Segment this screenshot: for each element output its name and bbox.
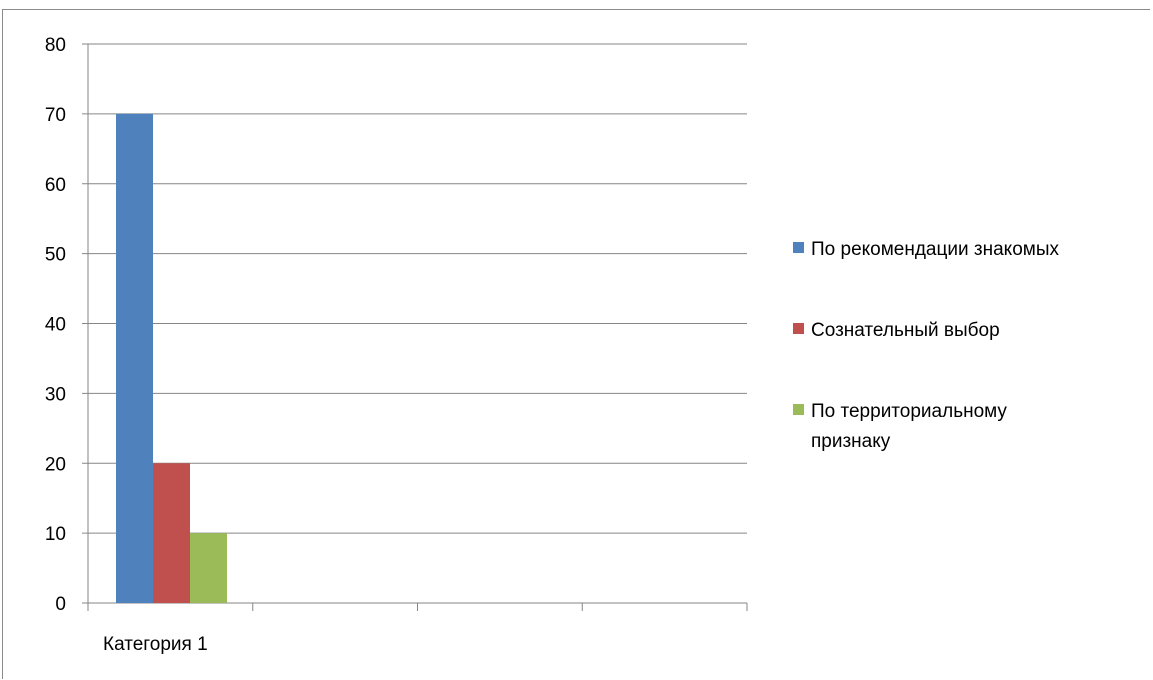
x-tick-label: Категория 1 xyxy=(103,634,208,655)
y-tick-label: 10 xyxy=(45,524,66,545)
tick-labels: 0 10 20 30 40 50 60 70 80 Категория 1 xyxy=(45,35,208,655)
bar-1-category-1 xyxy=(116,113,153,603)
bars xyxy=(116,113,227,603)
bar-2-category-1 xyxy=(153,463,190,603)
legend-swatch-3 xyxy=(793,404,804,415)
legend-label-3: признаку xyxy=(811,431,891,452)
legend: По рекомендации знакомых Сознательный выб… xyxy=(793,239,1059,452)
legend-label-2: Сознательный выбор xyxy=(811,320,1000,341)
legend-swatch-1 xyxy=(793,242,804,253)
y-tick-label: 40 xyxy=(45,315,66,336)
y-tick-label: 50 xyxy=(45,245,66,266)
y-tick-label: 80 xyxy=(45,35,66,56)
bar-3-category-1 xyxy=(190,533,227,603)
legend-label-1: По рекомендации знакомых xyxy=(811,239,1059,260)
y-tick-label: 60 xyxy=(45,175,66,196)
y-tick-label: 70 xyxy=(45,105,66,126)
gridlines xyxy=(88,43,747,534)
legend-label-3: По территориальному xyxy=(811,401,1007,422)
y-tick-label: 20 xyxy=(45,454,66,475)
legend-swatch-2 xyxy=(793,323,804,334)
y-tick-label: 30 xyxy=(45,384,66,405)
y-tick-label: 0 xyxy=(55,594,66,615)
